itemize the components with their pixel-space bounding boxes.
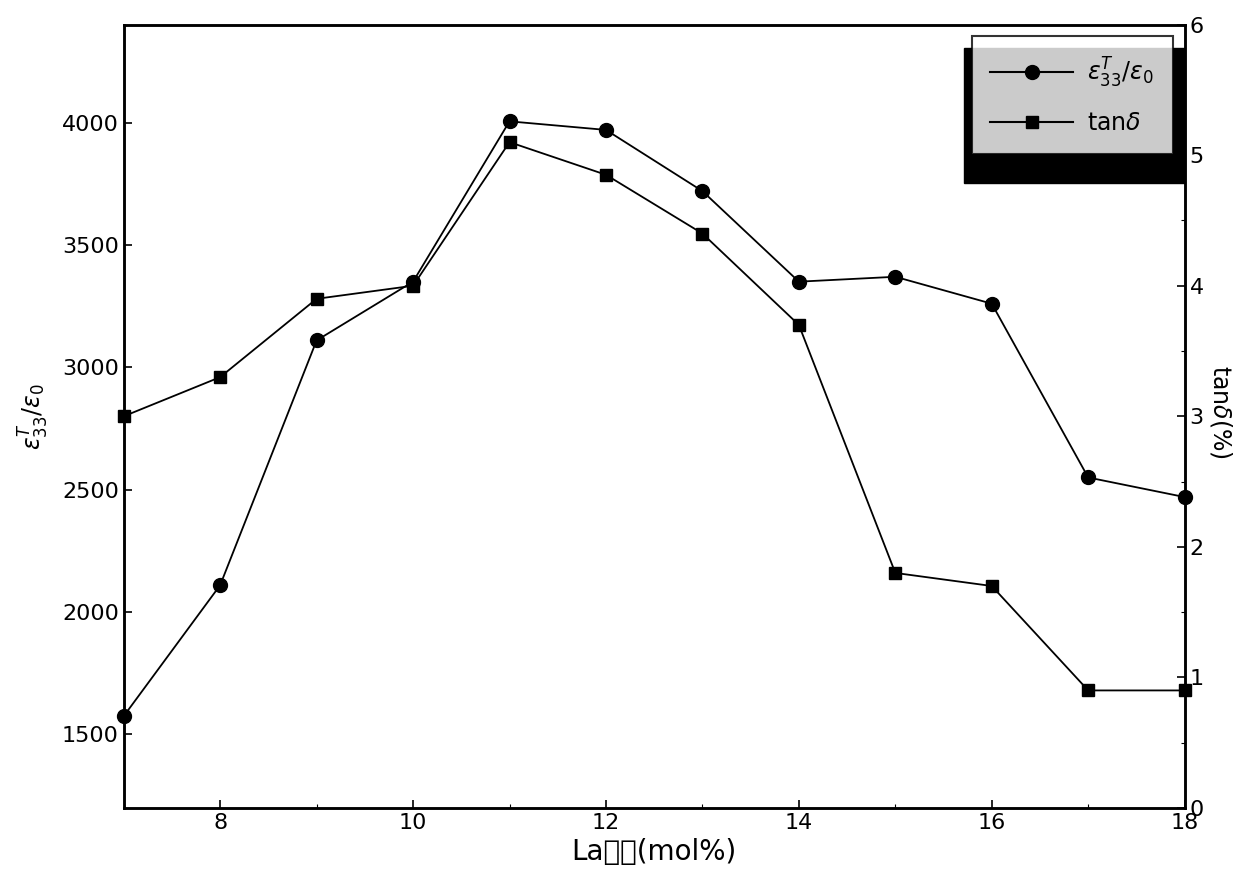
Y-axis label: $\varepsilon_{33}^{T}/\varepsilon_{0}$: $\varepsilon_{33}^{T}/\varepsilon_{0}$ xyxy=(16,383,51,449)
X-axis label: La含量(mol%): La含量(mol%) xyxy=(572,838,737,866)
Legend: $\varepsilon_{33}^{T}/\varepsilon_{0}$, tan$\delta$: $\varepsilon_{33}^{T}/\varepsilon_{0}$, … xyxy=(972,36,1173,154)
Y-axis label: tan$\delta$(%)  : tan$\delta$(%) xyxy=(1208,365,1235,468)
FancyBboxPatch shape xyxy=(965,48,1185,183)
